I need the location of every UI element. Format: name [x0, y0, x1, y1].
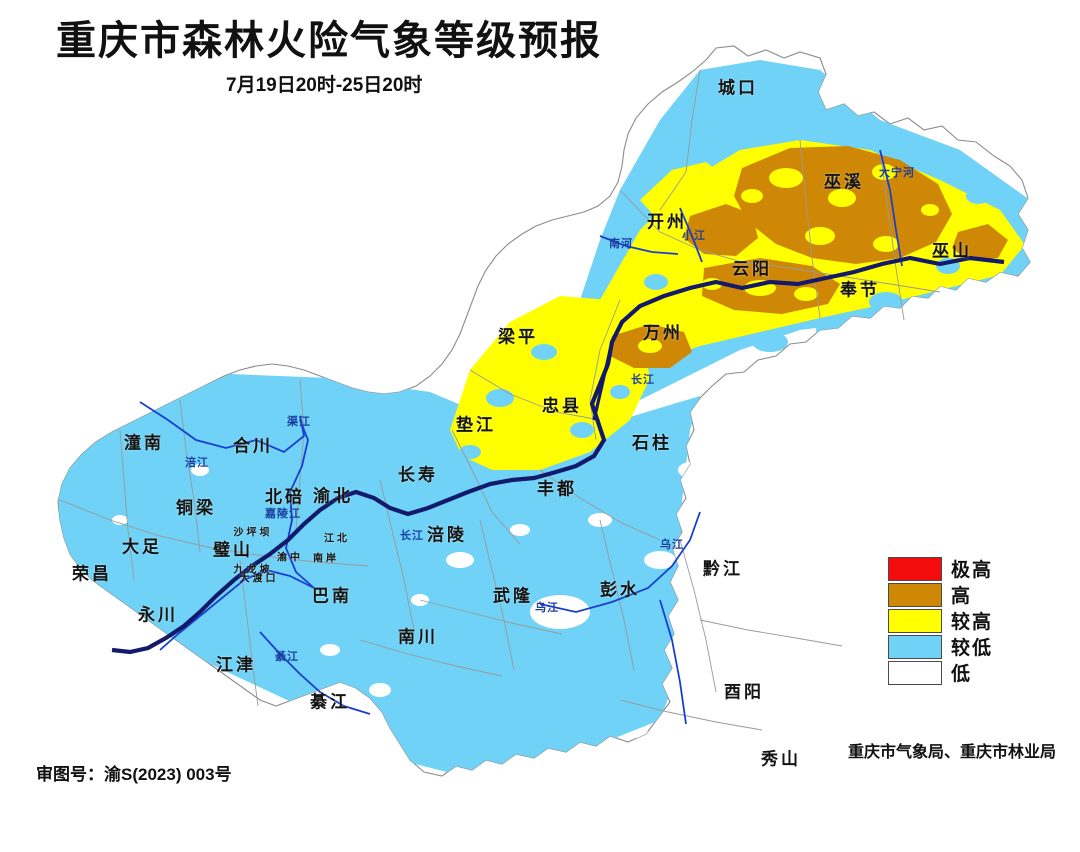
- county-label-27: 璧山: [213, 540, 253, 560]
- legend-label-fairly-high: 较高: [951, 612, 994, 633]
- legend-swatch-fairly-low: [888, 634, 942, 659]
- river-label-5: 乌江: [535, 602, 559, 614]
- river-label-0: 长江: [631, 374, 655, 386]
- county-label-29: 合川: [233, 436, 273, 456]
- county-label-8: 忠县: [542, 396, 582, 416]
- legend-row: 极高: [888, 556, 993, 581]
- yangtze-tributary-reach: [592, 341, 614, 421]
- county-label-23: 永川: [138, 605, 178, 625]
- legend-row: 低: [888, 660, 993, 685]
- county-label-19: 南川: [398, 627, 438, 647]
- river-label-2: 嘉陵江: [265, 508, 301, 520]
- river-label-9: 南河: [609, 238, 633, 250]
- page-title: 重庆市森林火险气象等级预报: [56, 18, 602, 63]
- county-label-4: 奉节: [840, 280, 880, 300]
- district-label-2: 大渡口: [239, 573, 279, 585]
- county-label-10: 石柱: [632, 433, 672, 453]
- legend-row: 较低: [888, 634, 993, 659]
- district-label-4: 江北: [324, 533, 350, 545]
- county-label-17: 酉阳: [724, 682, 764, 702]
- county-label-7: 梁平: [498, 327, 538, 347]
- legend-label-extreme-high: 极高: [951, 560, 994, 581]
- county-label-13: 涪陵: [427, 525, 467, 545]
- title-block: 重庆市森林火险气象等级预报 7月19日20时-25日20时: [56, 18, 602, 97]
- county-label-0: 城口: [718, 78, 758, 98]
- district-label-0: 沙坪坝: [233, 527, 273, 539]
- county-label-18: 秀山: [761, 749, 801, 769]
- legend-label-high: 高: [951, 586, 973, 607]
- county-label-11: 丰都: [537, 479, 577, 499]
- attribution-text: 重庆市气象局、重庆市林业局: [848, 744, 1057, 761]
- county-label-3: 云阳: [732, 259, 772, 279]
- river-label-1: 长江: [400, 530, 424, 542]
- county-label-28: 潼南: [124, 433, 164, 453]
- river-label-8: 小江: [682, 230, 706, 242]
- legend-swatch-high: [888, 582, 942, 607]
- legend-swatch-low: [888, 660, 942, 685]
- county-label-26: 铜梁: [176, 498, 216, 518]
- county-label-9: 垫江: [456, 415, 496, 435]
- river-label-4: 渠江: [287, 416, 311, 428]
- county-label-25: 大足: [122, 537, 162, 557]
- river-label-10: 綦江: [275, 651, 299, 663]
- county-label-15: 彭水: [600, 580, 640, 600]
- river-label-6: 乌江: [660, 539, 684, 551]
- river-label-3: 涪江: [185, 457, 209, 469]
- risk-surface-layer: [58, 60, 1030, 776]
- county-label-5: 巫山: [932, 241, 972, 261]
- county-label-12: 长寿: [398, 465, 438, 485]
- legend-label-low: 低: [951, 664, 973, 685]
- river-label-7: 大宁河: [879, 167, 915, 179]
- yangtze-river: [111, 255, 1005, 655]
- river-network: [139, 149, 903, 725]
- legend-label-fairly-low: 较低: [951, 638, 994, 659]
- legend-swatch-extreme-high: [888, 556, 942, 581]
- forecast-period: 7月19日20时-25日20时: [226, 75, 423, 96]
- county-boundaries: [59, 69, 941, 731]
- legend-swatch-fairly-high: [888, 608, 942, 633]
- county-label-16: 黔江: [703, 559, 743, 579]
- approval-number: 审图号：渝S(2023) 003号: [36, 765, 232, 784]
- county-label-31: 渝北: [313, 486, 353, 506]
- county-label-20: 綦江: [310, 692, 350, 712]
- district-label-3: 渝中: [277, 552, 303, 564]
- district-label-5: 南岸: [313, 553, 339, 565]
- legend-row: 较高: [888, 608, 993, 633]
- county-label-21: 江津: [216, 655, 256, 675]
- county-label-1: 巫溪: [824, 172, 864, 192]
- county-label-30: 北碚: [265, 487, 305, 507]
- county-label-14: 武隆: [493, 586, 533, 606]
- county-label-24: 荣昌: [72, 564, 112, 584]
- county-label-2: 开州: [647, 212, 687, 232]
- district-label-1: 九龙坡: [233, 564, 273, 576]
- county-label-22: 巴南: [312, 586, 352, 606]
- county-label-6: 万州: [643, 323, 683, 343]
- legend: 极高 高 较高 较低 低: [888, 556, 993, 686]
- legend-row: 高: [888, 582, 993, 607]
